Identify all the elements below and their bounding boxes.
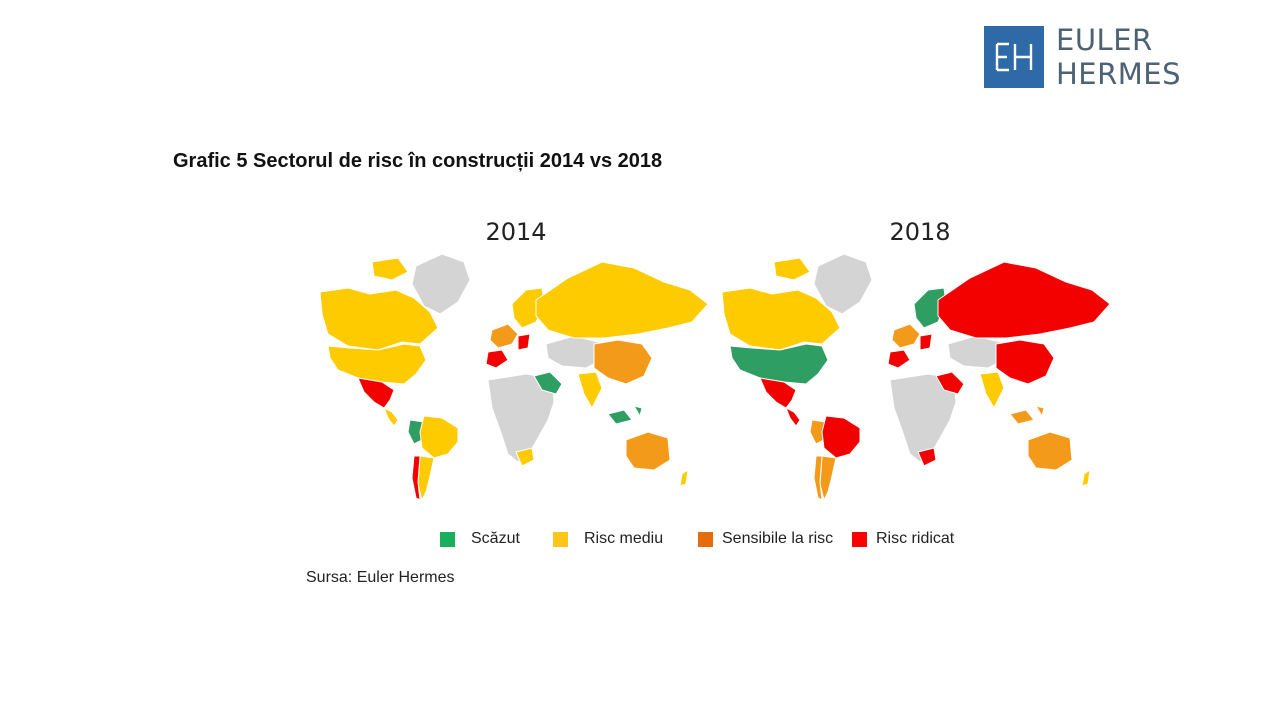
region-usa bbox=[327, 343, 427, 385]
region-mexico bbox=[357, 377, 395, 409]
world-map-2018: 2018 bbox=[721, 218, 1111, 502]
region-australia bbox=[1027, 431, 1073, 471]
region-chile bbox=[813, 455, 823, 501]
region-canada bbox=[319, 287, 439, 351]
region-saudi-arabia bbox=[533, 371, 563, 395]
region-europe-south bbox=[485, 349, 509, 369]
region-mexico bbox=[759, 377, 797, 409]
region-indonesia bbox=[1034, 405, 1045, 418]
region-europe-south bbox=[517, 333, 531, 351]
region-central-america bbox=[383, 406, 399, 427]
region-new-zealand bbox=[1081, 468, 1091, 487]
region-russia bbox=[937, 261, 1111, 339]
chart-title: Grafic 5 Sectorul de risc în construcții… bbox=[173, 150, 663, 172]
legend-item-sensitive: Sensibile la risc bbox=[698, 530, 852, 548]
region-south-africa bbox=[515, 447, 535, 467]
region-argentina bbox=[417, 455, 435, 502]
region-europe-west bbox=[891, 323, 921, 349]
legend-item-medium: Risc mediu bbox=[553, 530, 698, 548]
legend-swatch bbox=[553, 531, 568, 547]
region-india bbox=[577, 371, 603, 410]
region-china bbox=[593, 339, 653, 385]
region-brazil bbox=[419, 415, 459, 459]
region-peru-ecuador bbox=[809, 419, 827, 445]
region-new-zealand bbox=[679, 468, 689, 487]
region-south-africa bbox=[917, 447, 937, 467]
region-australia bbox=[625, 431, 671, 471]
region-greenland bbox=[813, 253, 873, 315]
legend-label: Scăzut bbox=[471, 530, 520, 547]
region-europe-south bbox=[919, 333, 933, 351]
legend: Scăzut Risc mediu Sensibile la risc Risc… bbox=[440, 529, 954, 549]
region-indonesia bbox=[1009, 409, 1035, 425]
legend-item-high: Risc ridicat bbox=[852, 530, 954, 548]
region-canada bbox=[773, 257, 811, 281]
logo-mark-icon bbox=[984, 26, 1044, 88]
region-argentina bbox=[819, 455, 837, 502]
source-note: Sursa: Euler Hermes bbox=[306, 569, 455, 586]
map-year-label: 2014 bbox=[485, 218, 546, 246]
legend-label: Sensibile la risc bbox=[722, 530, 834, 547]
legend-swatch bbox=[852, 531, 867, 547]
region-canada bbox=[371, 257, 409, 281]
region-russia bbox=[535, 261, 709, 339]
map-year-label: 2018 bbox=[889, 218, 950, 246]
brand-name: EULER HERMES bbox=[1056, 23, 1182, 91]
region-india bbox=[979, 371, 1005, 410]
region-indonesia bbox=[607, 409, 633, 425]
region-peru-ecuador bbox=[407, 419, 425, 445]
legend-swatch bbox=[440, 531, 455, 547]
legend-label: Risc mediu bbox=[584, 530, 664, 547]
legend-swatch bbox=[698, 531, 713, 547]
legend-label: Risc ridicat bbox=[876, 530, 955, 547]
euler-hermes-logo: EULER HERMES bbox=[984, 23, 1280, 91]
region-brazil bbox=[821, 415, 861, 459]
region-canada bbox=[721, 287, 841, 351]
region-europe-west bbox=[489, 323, 519, 349]
region-indonesia bbox=[632, 405, 643, 418]
region-greenland bbox=[411, 253, 471, 315]
region-europe-south bbox=[887, 349, 911, 369]
region-saudi-arabia bbox=[935, 371, 965, 395]
world-map-2014: 2014 bbox=[319, 218, 709, 502]
region-usa bbox=[729, 343, 829, 385]
region-chile bbox=[411, 455, 421, 501]
region-china bbox=[995, 339, 1055, 385]
region-central-america bbox=[785, 406, 801, 427]
legend-item-low: Scăzut bbox=[440, 530, 553, 548]
